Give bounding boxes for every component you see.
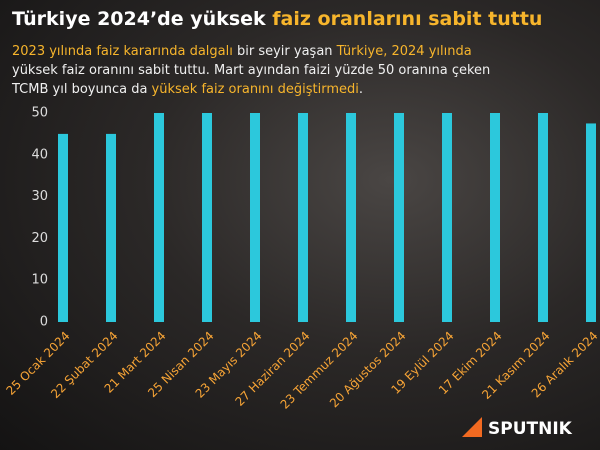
bar (586, 123, 596, 322)
bar (58, 133, 68, 322)
subtitle-segment: . (358, 82, 364, 97)
subtitle-segment: yüksek faiz oranını sabit tuttu. Mart ay… (12, 63, 491, 97)
title-plain: Türkiye 2024’de yüksek (12, 8, 273, 30)
subtitle-segment: Türkiye, 2024 yılında (336, 44, 472, 59)
bar (490, 113, 500, 322)
bar (202, 113, 212, 322)
subtitle-segment: faiz kararında dalgalı (96, 44, 233, 59)
bar (106, 133, 116, 322)
bar (394, 113, 404, 322)
y-tick-label: 20 (31, 231, 48, 246)
y-tick-label: 50 (31, 106, 48, 121)
y-tick-label: 40 (31, 147, 48, 162)
bar (346, 113, 356, 322)
y-tick-label: 0 (40, 315, 48, 330)
subtitle: 2023 yılında faiz kararında dalgalı bir … (12, 42, 512, 99)
bar (298, 113, 308, 322)
bar (250, 113, 260, 322)
y-tick-label: 30 (31, 189, 48, 204)
bar (538, 113, 548, 322)
chart-title: Türkiye 2024’de yüksek faiz oranlarını s… (12, 8, 542, 30)
subtitle-segment: 2023 yılında (12, 44, 93, 59)
logo-mark (462, 417, 482, 437)
bar (154, 113, 164, 322)
y-tick-label: 10 (31, 273, 48, 288)
subtitle-segment: yüksek faiz oranını değiştirmedi (151, 82, 359, 97)
title-highlight: faiz oranlarını sabit tuttu (272, 8, 543, 30)
subtitle-segment: bir seyir yaşan (232, 44, 337, 59)
bar (442, 113, 452, 322)
logo: SPUTNIK (488, 419, 573, 439)
